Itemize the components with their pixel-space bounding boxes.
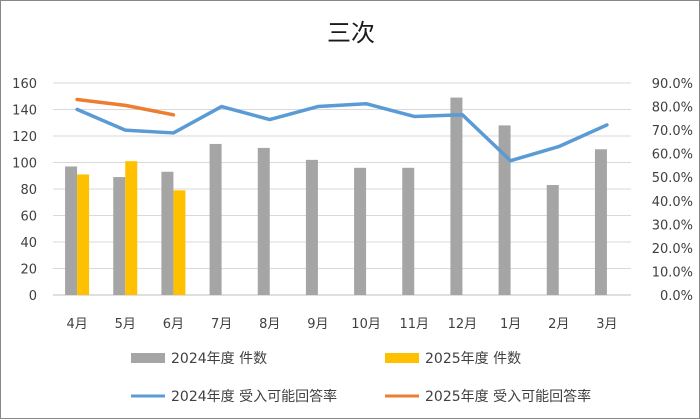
y2-tick-label: 90.0%	[652, 77, 693, 92]
legend: 2024年度 件数 2025年度 件数 2024年度 受入可能回答率 2025年…	[131, 351, 591, 405]
x-tick-label: 8月	[259, 317, 280, 332]
bar	[209, 143, 222, 295]
bar	[402, 167, 415, 295]
x-tick-label: 9月	[307, 317, 328, 332]
y2-tick-label: 70.0%	[652, 124, 693, 139]
legend-label-2025-count: 2025年度 件数	[425, 351, 521, 367]
bar	[546, 185, 559, 295]
y-tick-label: 0	[29, 289, 37, 304]
gridlines	[53, 82, 631, 296]
legend-swatch-2025-count	[385, 353, 419, 363]
y2-tick-label: 0.0%	[660, 289, 693, 304]
y-axis-right: 0.0% 10.0% 20.0% 30.0% 40.0% 50.0% 60.0% 70.0% 8…	[652, 77, 693, 304]
bar	[354, 167, 367, 295]
lines	[75, 97, 609, 163]
x-tick-label: 2月	[548, 317, 569, 332]
legend-item-2024-rate: 2024年度 受入可能回答率	[131, 388, 337, 405]
bar	[594, 149, 607, 295]
legend-item-2025-rate: 2025年度 受入可能回答率	[385, 388, 591, 405]
y2-tick-label: 10.0%	[652, 265, 693, 280]
y-tick-label: 20	[20, 263, 37, 278]
bar	[161, 171, 174, 295]
x-axis: 4月 5月 6月 7月 8月 9月 10月 11月 12月 1月 2月 3月	[66, 317, 617, 332]
y2-tick-label: 30.0%	[652, 218, 693, 233]
bars	[65, 97, 607, 296]
y-tick-label: 160	[12, 77, 37, 92]
y2-tick-label: 40.0%	[652, 195, 693, 210]
x-tick-label: 3月	[596, 317, 617, 332]
y2-tick-label: 60.0%	[652, 148, 693, 163]
legend-swatch-2024-count	[131, 353, 165, 363]
x-tick-label: 7月	[211, 317, 232, 332]
y-axis-left: 0 20 40 60 80 100 120 140 160	[12, 77, 37, 304]
bar	[65, 166, 78, 295]
y-tick-label: 120	[12, 130, 37, 145]
bar	[125, 161, 138, 295]
series-line	[75, 97, 176, 117]
y-tick-label: 140	[12, 104, 37, 119]
y2-tick-label: 50.0%	[652, 171, 693, 186]
bar	[305, 159, 318, 295]
y-tick-label: 80	[20, 183, 37, 198]
x-tick-label: 4月	[66, 317, 87, 332]
bar	[450, 97, 463, 295]
x-tick-label: 10月	[351, 317, 381, 332]
legend-item-2024-count: 2024年度 件数	[131, 351, 267, 367]
series-line	[75, 101, 609, 163]
x-tick-label: 1月	[500, 317, 521, 332]
x-tick-label: 5月	[115, 317, 136, 332]
bar	[113, 177, 126, 295]
bar	[77, 174, 90, 295]
legend-label-2025-rate: 2025年度 受入可能回答率	[425, 388, 591, 405]
bar	[498, 125, 511, 296]
legend-label-2024-rate: 2024年度 受入可能回答率	[171, 388, 337, 405]
x-tick-label: 6月	[163, 317, 184, 332]
y-tick-label: 40	[20, 236, 37, 251]
x-tick-label: 12月	[448, 317, 478, 332]
y2-tick-label: 20.0%	[652, 242, 693, 257]
chart-title: 三次	[327, 19, 375, 47]
legend-label-2024-count: 2024年度 件数	[171, 351, 267, 367]
y2-tick-label: 80.0%	[652, 101, 693, 116]
bar	[173, 190, 186, 295]
y-tick-label: 100	[12, 157, 37, 172]
x-tick-label: 11月	[399, 317, 429, 332]
y-tick-label: 60	[20, 210, 37, 225]
bar	[257, 147, 270, 295]
legend-item-2025-count: 2025年度 件数	[385, 351, 521, 367]
